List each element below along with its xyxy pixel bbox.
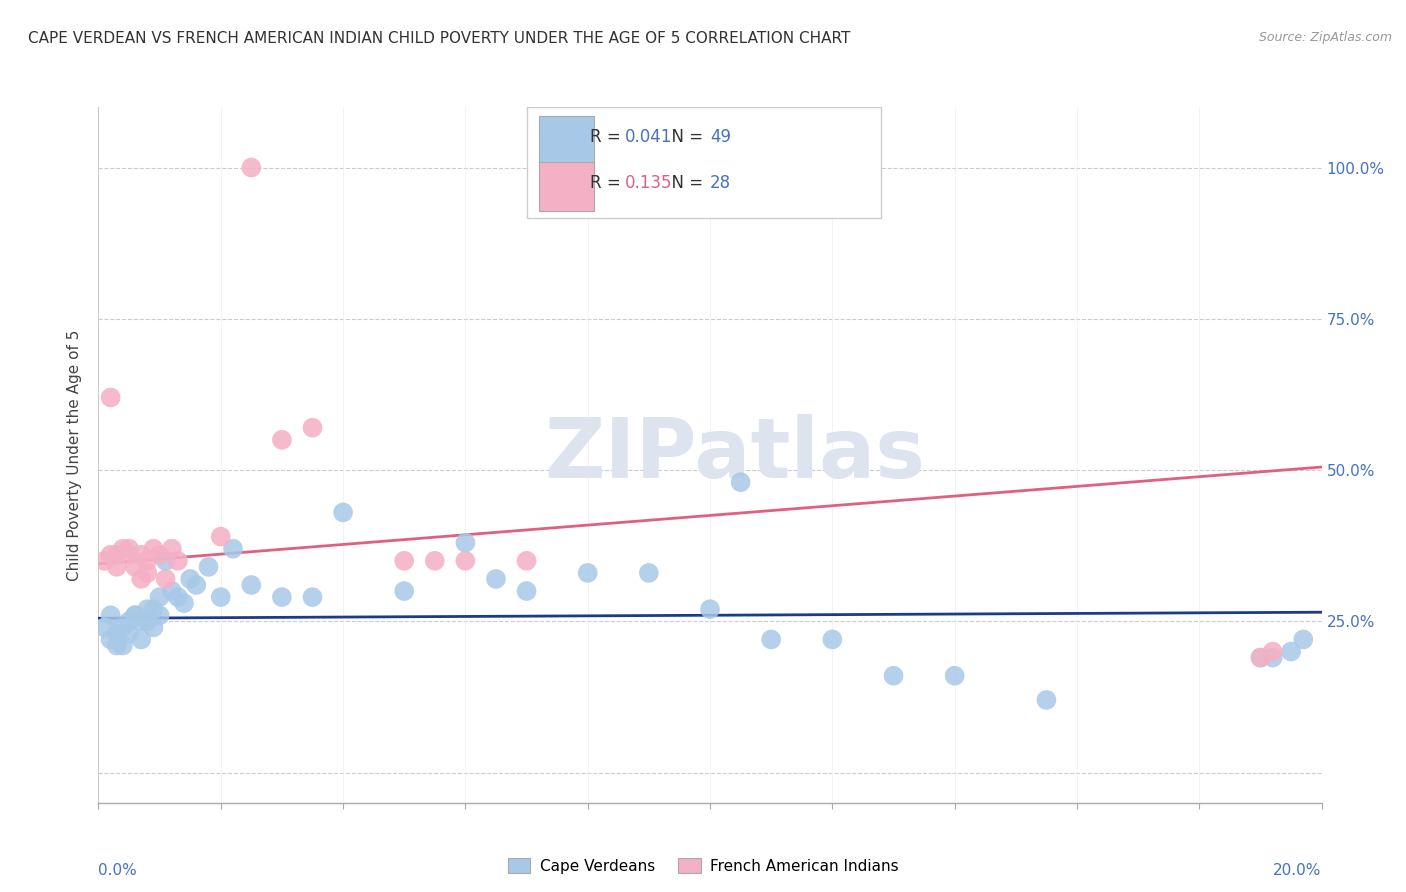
Point <box>821 632 844 647</box>
Point <box>209 590 232 604</box>
Point <box>759 632 782 647</box>
Point <box>142 602 165 616</box>
Point <box>1261 650 1284 665</box>
Point <box>270 433 292 447</box>
Point <box>1261 644 1284 658</box>
Point <box>136 615 159 629</box>
Text: ZIPatlas: ZIPatlas <box>544 415 925 495</box>
Point <box>93 620 115 634</box>
Point <box>637 566 661 580</box>
Point <box>332 505 354 519</box>
Point <box>136 554 159 568</box>
Point <box>209 530 232 544</box>
FancyBboxPatch shape <box>538 161 593 211</box>
Point <box>93 554 115 568</box>
Y-axis label: Child Poverty Under the Age of 5: Child Poverty Under the Age of 5 <box>67 329 83 581</box>
Text: N =: N = <box>661 128 709 146</box>
Point <box>118 548 141 562</box>
Text: 0.041: 0.041 <box>624 128 672 146</box>
Point <box>186 578 208 592</box>
Point <box>118 615 141 629</box>
Text: 0.135: 0.135 <box>624 174 672 192</box>
Point <box>118 626 141 640</box>
Text: N =: N = <box>661 174 709 192</box>
Point <box>454 535 477 549</box>
Point <box>124 559 146 574</box>
Point <box>129 615 152 629</box>
Point <box>105 559 128 574</box>
Point <box>485 572 508 586</box>
Text: 49: 49 <box>710 128 731 146</box>
Legend: Cape Verdeans, French American Indians: Cape Verdeans, French American Indians <box>502 852 904 880</box>
Point <box>105 626 128 640</box>
Point <box>149 608 172 623</box>
Point <box>100 548 122 562</box>
Point <box>142 620 165 634</box>
Text: Source: ZipAtlas.com: Source: ZipAtlas.com <box>1258 31 1392 45</box>
Point <box>1279 644 1302 658</box>
Point <box>516 584 538 599</box>
Text: 0.0%: 0.0% <box>98 863 138 879</box>
Point <box>454 554 477 568</box>
Point <box>1035 693 1057 707</box>
Point <box>124 608 146 623</box>
Text: R =: R = <box>591 174 626 192</box>
Point <box>155 572 177 586</box>
Point <box>129 632 152 647</box>
Point <box>730 475 752 490</box>
Point <box>240 578 263 592</box>
Point <box>100 391 122 405</box>
Point <box>222 541 245 556</box>
Point <box>392 554 416 568</box>
Point <box>240 161 263 175</box>
Text: CAPE VERDEAN VS FRENCH AMERICAN INDIAN CHILD POVERTY UNDER THE AGE OF 5 CORRELAT: CAPE VERDEAN VS FRENCH AMERICAN INDIAN C… <box>28 31 851 46</box>
Point <box>1249 650 1271 665</box>
Point <box>197 559 219 574</box>
Point <box>105 639 128 653</box>
Point <box>699 602 721 616</box>
Point <box>167 590 190 604</box>
Point <box>149 548 172 562</box>
Point <box>160 541 183 556</box>
Point <box>883 669 905 683</box>
Point <box>142 541 165 556</box>
FancyBboxPatch shape <box>526 107 882 219</box>
Point <box>173 596 195 610</box>
Point <box>100 608 122 623</box>
Point <box>124 608 146 623</box>
Point <box>155 554 177 568</box>
Point <box>118 541 141 556</box>
Point <box>111 639 134 653</box>
Text: 28: 28 <box>710 174 731 192</box>
Point <box>129 572 152 586</box>
Point <box>1249 650 1271 665</box>
Text: 20.0%: 20.0% <box>1274 863 1322 879</box>
Point <box>423 554 446 568</box>
Point <box>179 572 201 586</box>
Point <box>111 620 134 634</box>
Point <box>301 420 323 434</box>
FancyBboxPatch shape <box>538 116 593 165</box>
Point <box>129 548 152 562</box>
Point <box>576 566 599 580</box>
Point <box>516 554 538 568</box>
Point <box>160 584 183 599</box>
Point <box>105 548 128 562</box>
Point <box>943 669 966 683</box>
Text: R =: R = <box>591 128 626 146</box>
Point <box>136 602 159 616</box>
Point <box>149 590 172 604</box>
Point <box>100 632 122 647</box>
Point <box>167 554 190 568</box>
Point <box>392 584 416 599</box>
Point <box>111 541 134 556</box>
Point <box>270 590 292 604</box>
Point <box>1292 632 1315 647</box>
Point <box>136 566 159 580</box>
Point <box>301 590 323 604</box>
